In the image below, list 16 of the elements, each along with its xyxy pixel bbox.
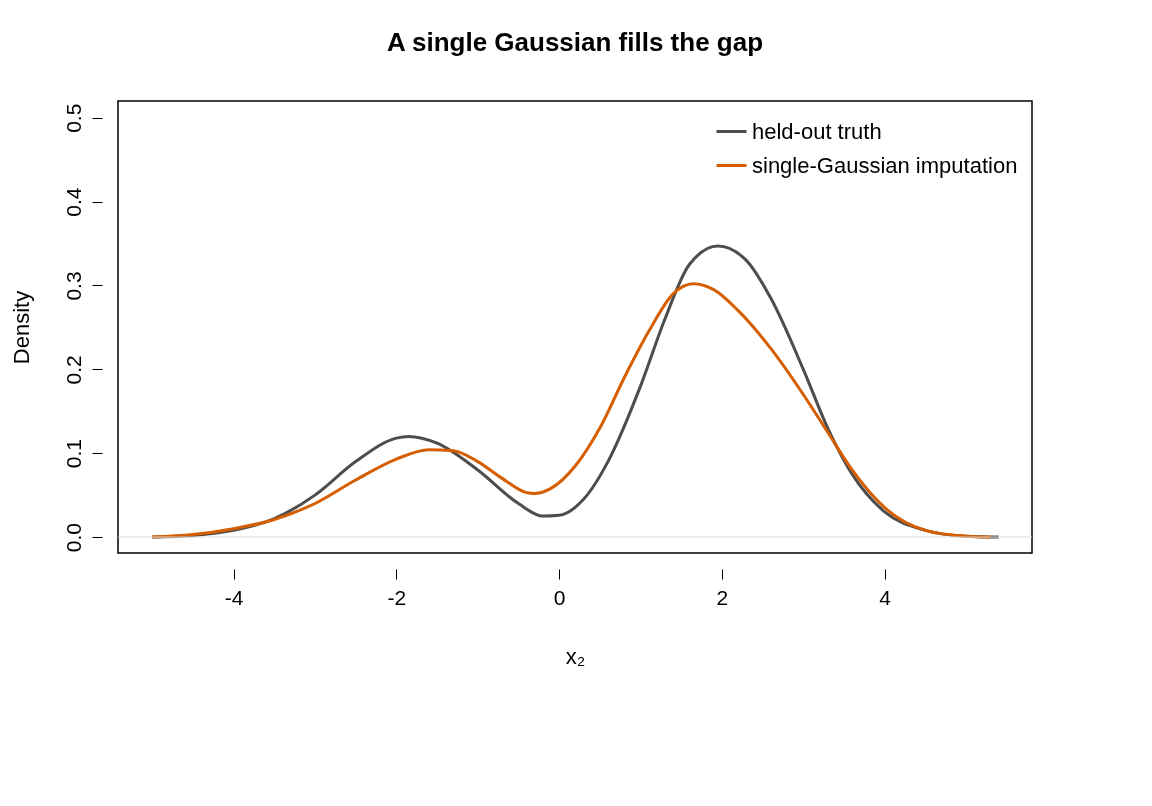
y-tick-label: 0.5 xyxy=(61,103,85,133)
y-tick-label: 0.0 xyxy=(61,522,85,553)
x-tick-label: -2 xyxy=(387,585,407,609)
chart-title: A single Gaussian fills the gap xyxy=(386,27,764,57)
y-tick-label: 0.4 xyxy=(61,187,85,217)
x-axis-title: x₂ xyxy=(565,643,586,669)
x-tick-label: -4 xyxy=(224,585,244,609)
y-tick-label: 0.2 xyxy=(61,355,85,385)
legend-label: single-Gaussian imputation xyxy=(752,152,1018,178)
y-tick-label: 0.3 xyxy=(61,271,85,301)
x-tick-label: 4 xyxy=(879,585,892,609)
y-axis-title: Density xyxy=(8,290,34,365)
legend-label: held-out truth xyxy=(752,118,882,144)
y-tick-label: 0.1 xyxy=(61,439,85,469)
x-tick-label: 2 xyxy=(716,585,729,609)
x-tick-label: 0 xyxy=(553,585,566,609)
